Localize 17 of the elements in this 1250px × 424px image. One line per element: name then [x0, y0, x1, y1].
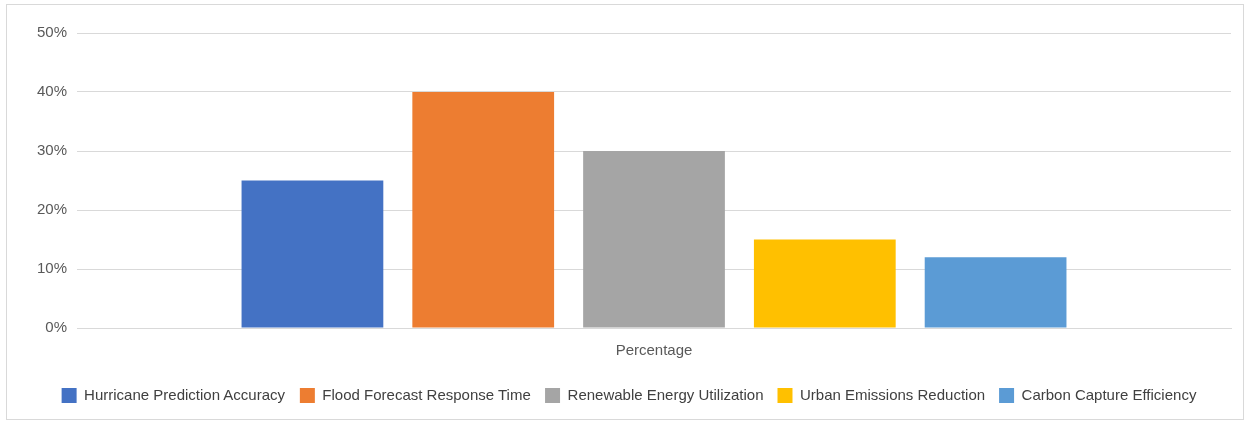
x-tick-label: Percentage	[615, 341, 693, 359]
legend-label: Carbon Capture Efficiency	[1021, 385, 1197, 403]
bar	[583, 151, 725, 328]
y-tick-label: 40%	[36, 82, 68, 100]
legend-label: Urban Emissions Reduction	[799, 385, 986, 403]
legend-label: Flood Forecast Response Time	[322, 385, 531, 403]
bar	[753, 239, 896, 328]
y-tick-label: 10%	[36, 259, 68, 277]
legend-label: Renewable Energy Utilization	[567, 385, 764, 403]
legend-label: Hurricane Prediction Accuracy	[84, 385, 286, 403]
bar	[412, 92, 555, 328]
y-tick-label: 50%	[36, 23, 68, 41]
y-tick-label: 20%	[36, 200, 68, 218]
bar	[924, 257, 1067, 328]
bar	[241, 180, 384, 328]
y-tick-label: 0%	[45, 318, 68, 336]
y-tick-label: 30%	[36, 141, 68, 159]
